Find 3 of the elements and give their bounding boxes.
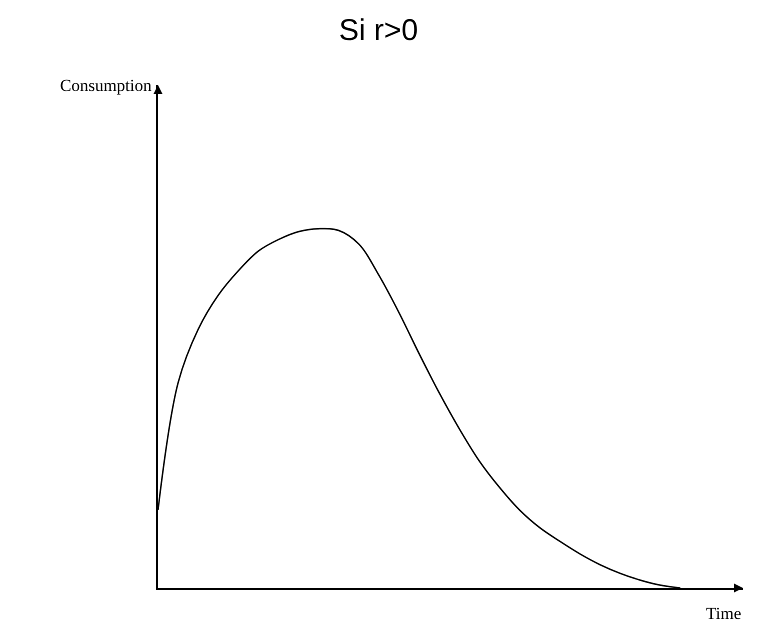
text: Consumption (60, 76, 152, 95)
text: Time (706, 604, 742, 623)
chart-title: Si r>0 (338, 14, 418, 47)
